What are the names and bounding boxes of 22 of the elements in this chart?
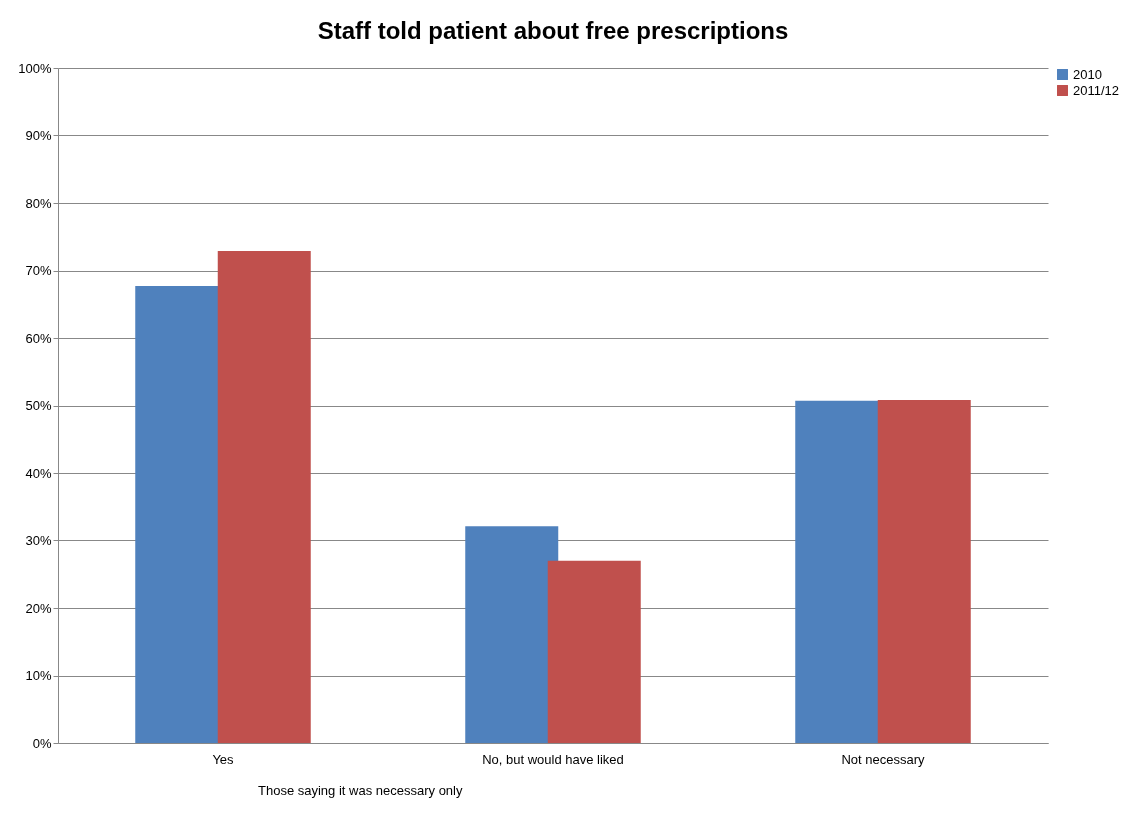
bar — [877, 400, 971, 743]
legend-label: 2011/12 — [1073, 82, 1120, 98]
y-tick-label: 70% — [25, 263, 52, 278]
y-tick-label: 80% — [25, 195, 52, 211]
y-tick-label: 40% — [25, 465, 52, 481]
x-tick-label: No, but would have liked — [482, 751, 624, 767]
legend-label: 2010 — [1073, 66, 1102, 82]
x-tick-label: Yes — [212, 751, 235, 767]
bar — [217, 250, 311, 743]
bar — [465, 526, 559, 743]
x-tick-label: Not necessary — [841, 751, 926, 767]
y-tick-label: 90% — [25, 128, 52, 143]
y-tick-label: 0% — [32, 735, 52, 751]
bar — [547, 560, 641, 743]
chart-title: Staff told patient about free prescriptions — [317, 17, 789, 44]
text: Those saying it was necessary only — [258, 783, 463, 798]
y-tick-label: 20% — [25, 600, 52, 616]
y-tick-label: 100% — [18, 60, 52, 76]
y-tick-label: 50% — [25, 398, 52, 413]
y-tick-label: 60% — [25, 330, 52, 346]
y-tick-label: 30% — [25, 533, 52, 548]
y-tick-label: 10% — [25, 668, 52, 683]
